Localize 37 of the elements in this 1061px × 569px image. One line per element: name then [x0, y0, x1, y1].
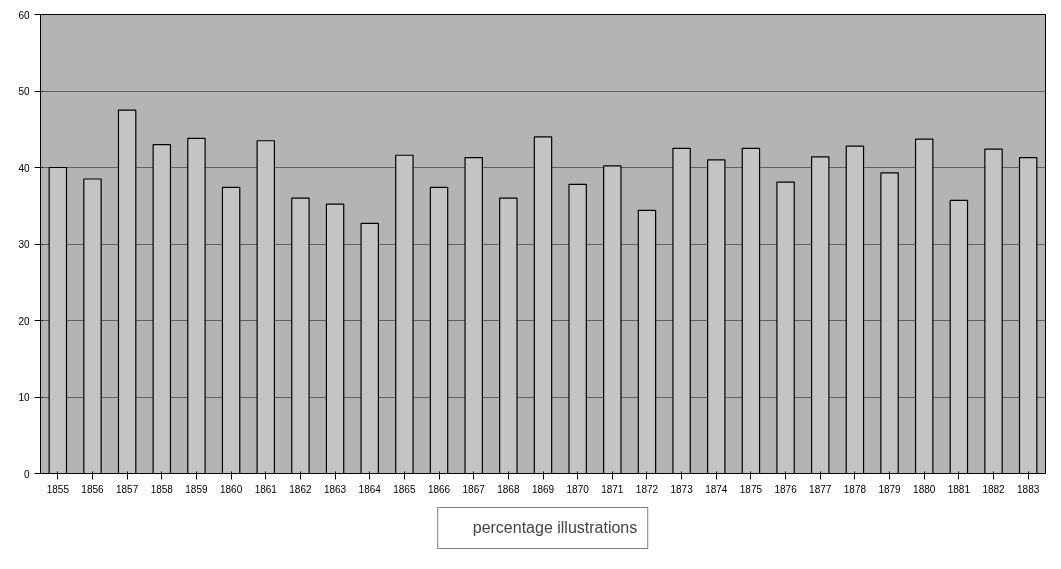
x-tick-label: 1868: [497, 483, 520, 495]
x-tick-label: 1875: [739, 483, 763, 495]
x-tick-label: 1858: [150, 483, 174, 495]
x-tick-label: 1863: [323, 483, 347, 495]
x-tick-label: 1870: [566, 483, 590, 495]
x-tick-label: 1874: [705, 483, 728, 495]
x-tick-label: 1866: [427, 483, 451, 495]
x-tick-label: 1861: [254, 483, 278, 495]
x-tick-label: 1877: [809, 483, 832, 495]
y-tick-label: 30: [18, 239, 30, 250]
x-tick-label: 1862: [289, 483, 312, 495]
y-tick-label: 20: [18, 315, 30, 327]
x-tick-label: 1872: [635, 483, 659, 495]
x-tick-label: 1879: [878, 483, 902, 495]
x-tick-label: 1880: [913, 483, 936, 495]
y-tick-label: 10: [18, 392, 30, 403]
x-tick-label: 1881: [947, 483, 971, 495]
x-tick-label: 1857: [116, 483, 139, 495]
x-tick-label: 1876: [774, 483, 798, 495]
y-tick-label: 60: [18, 9, 30, 21]
text: percentage illustrations: [472, 518, 638, 537]
x-tick-label: 1860: [219, 483, 243, 495]
x-tick-label: 1865: [393, 483, 416, 495]
y-tick-label: 50: [18, 86, 30, 97]
x-tick-label: 1873: [670, 483, 694, 495]
x-tick-label: 1869: [531, 483, 555, 495]
x-tick-label: 1855: [46, 483, 70, 495]
x-tick-label: 1864: [358, 483, 382, 495]
x-tick-label: 1878: [843, 483, 867, 495]
x-tick-label: 1859: [185, 483, 209, 495]
x-tick-label: 1871: [601, 483, 624, 495]
x-tick-label: 1867: [462, 483, 486, 495]
x-tick-label: 1883: [1017, 483, 1040, 495]
x-tick-label: 1856: [81, 483, 105, 495]
y-tick-label: 0: [23, 468, 30, 480]
x-tick-label: 1882: [982, 483, 1006, 495]
y-tick-label: 40: [18, 162, 30, 174]
